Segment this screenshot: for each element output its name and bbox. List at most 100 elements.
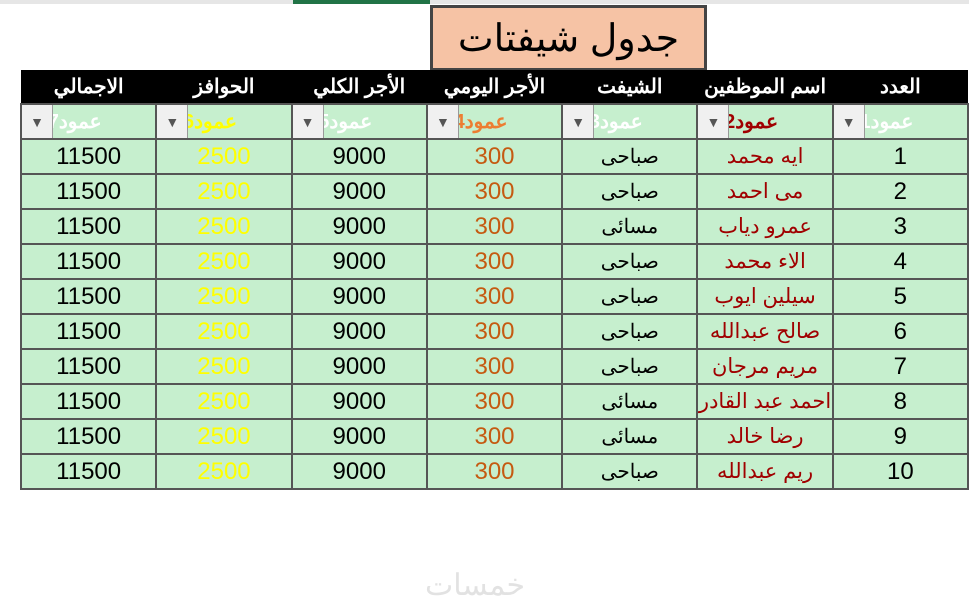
filter-cell[interactable]: عمود4 ▼	[425, 103, 564, 140]
table-cell[interactable]: 11500	[19, 348, 158, 385]
table-cell[interactable]: 300	[425, 418, 564, 455]
table-cell[interactable]: 7	[831, 348, 969, 385]
dropdown-arrow-icon[interactable]: ▼	[833, 105, 865, 138]
table-cell[interactable]: مريم مرجان	[696, 348, 834, 385]
watermark-logo: خمسات	[425, 569, 526, 602]
table-row: 3 عمرو دياب مسائى 300 9000 2500 11500	[19, 208, 969, 245]
table-cell[interactable]: 10	[831, 453, 969, 490]
table-cell[interactable]: 9000	[290, 208, 428, 245]
table-cell[interactable]: 9000	[290, 348, 428, 385]
table-cell[interactable]: صباحى	[561, 313, 699, 350]
table-cell[interactable]: 11500	[19, 173, 158, 210]
table-cell[interactable]: 2	[831, 173, 969, 210]
table-cell[interactable]: 11500	[19, 453, 158, 490]
table-cell[interactable]: 2500	[155, 348, 293, 385]
table-cell[interactable]: احمد عبد القادر	[696, 383, 834, 420]
filter-label: عمود7	[47, 111, 102, 133]
filter-cell[interactable]: عمود6 ▼	[155, 103, 293, 140]
table-cell[interactable]: 11500	[19, 208, 158, 245]
table-cell[interactable]: 2500	[155, 313, 293, 350]
table-cell[interactable]: 2500	[155, 453, 293, 490]
table-cell[interactable]: 1	[831, 138, 969, 175]
table-cell[interactable]: 9000	[290, 383, 428, 420]
table-cell[interactable]: 300	[425, 138, 564, 175]
column-header: اسم الموظفين	[697, 70, 833, 104]
table-cell[interactable]: 9000	[290, 278, 428, 315]
table-cell[interactable]: 5	[831, 278, 969, 315]
table-cell[interactable]: 300	[425, 348, 564, 385]
dropdown-arrow-icon[interactable]: ▼	[157, 105, 189, 138]
table-cell[interactable]: صباحى	[561, 453, 699, 490]
table-cell[interactable]: 3	[831, 208, 969, 245]
table-cell[interactable]: 2500	[155, 243, 293, 280]
table-cell[interactable]: 300	[425, 208, 564, 245]
table-cell[interactable]: 2500	[155, 278, 293, 315]
table-cell[interactable]: 300	[425, 383, 564, 420]
table-cell[interactable]: 4	[831, 243, 969, 280]
table-row: 8 احمد عبد القادر مسائى 300 9000 2500 11500	[19, 383, 969, 420]
table-cell[interactable]: 2500	[155, 383, 293, 420]
table-cell[interactable]: 300	[425, 453, 564, 490]
filter-cell[interactable]: عمود7 ▼	[19, 103, 158, 140]
table-cell[interactable]: 300	[425, 243, 564, 280]
table-cell[interactable]: 300	[425, 173, 564, 210]
table-cell[interactable]: 11500	[19, 383, 158, 420]
table-cell[interactable]: 300	[425, 313, 564, 350]
table-cell[interactable]: صباحى	[561, 138, 699, 175]
table-cell[interactable]: صباحى	[561, 243, 699, 280]
table-cell[interactable]: 11500	[19, 138, 158, 175]
filter-cell[interactable]: عمود2 ▼	[696, 103, 834, 140]
table-cell[interactable]: مسائى	[561, 383, 699, 420]
table-cell[interactable]: 11500	[19, 418, 158, 455]
table-cell[interactable]: 11500	[19, 243, 158, 280]
table-cell[interactable]: 2500	[155, 173, 293, 210]
column-header: العدد	[832, 70, 968, 104]
dropdown-arrow-icon[interactable]: ▼	[22, 105, 53, 138]
table-row: 10 ريم عبدالله صباحى 300 9000 2500 11500	[19, 453, 969, 490]
header-row: العدد اسم الموظفين الشيفت الأجر اليومي الأجر…	[21, 70, 968, 104]
filter-cell[interactable]: عمود5 ▼	[290, 103, 428, 140]
table-cell[interactable]: صباحى	[561, 173, 699, 210]
table-cell[interactable]: ايه محمد	[696, 138, 834, 175]
table-cell[interactable]: 8	[831, 383, 969, 420]
table-cell[interactable]: 9000	[290, 418, 428, 455]
table-cell[interactable]: 9000	[290, 138, 428, 175]
filter-label: عمود3	[588, 111, 643, 133]
dropdown-arrow-icon[interactable]: ▼	[563, 105, 595, 138]
table-cell[interactable]: عمرو دياب	[696, 208, 834, 245]
table-cell[interactable]: 6	[831, 313, 969, 350]
dropdown-arrow-icon[interactable]: ▼	[292, 105, 324, 138]
table-cell[interactable]: مسائى	[561, 418, 699, 455]
filter-cell[interactable]: عمود1 ▼	[831, 103, 969, 140]
table-cell[interactable]: ريم عبدالله	[696, 453, 834, 490]
table-cell[interactable]: 9	[831, 418, 969, 455]
table-cell[interactable]: صباحى	[561, 278, 699, 315]
table-cell[interactable]: مسائى	[561, 208, 699, 245]
table-cell[interactable]: مى احمد	[696, 173, 834, 210]
filter-label: عمود2	[724, 111, 778, 133]
dropdown-arrow-icon[interactable]: ▼	[427, 105, 459, 138]
filter-label: عمود1	[859, 111, 914, 133]
table-row: 2 مى احمد صباحى 300 9000 2500 11500	[19, 173, 969, 210]
table-cell[interactable]: 9000	[290, 173, 428, 210]
column-header-strip	[0, 0, 969, 4]
table-cell[interactable]: 2500	[155, 138, 293, 175]
dropdown-arrow-icon[interactable]: ▼	[698, 105, 730, 138]
column-header: الأجر الكلي	[291, 70, 427, 104]
filter-cell[interactable]: عمود3 ▼	[561, 103, 699, 140]
table-cell[interactable]: الاء محمد	[696, 243, 834, 280]
table-cell[interactable]: سيلين ايوب	[696, 278, 834, 315]
table-cell[interactable]: صباحى	[561, 348, 699, 385]
table-cell[interactable]: 9000	[290, 453, 428, 490]
table-cell[interactable]: 9000	[290, 243, 428, 280]
shifts-table: العدد اسم الموظفين الشيفت الأجر اليومي الأجر…	[19, 70, 969, 490]
table-cell[interactable]: 9000	[290, 313, 428, 350]
table-cell[interactable]: 11500	[19, 313, 158, 350]
table-cell[interactable]: صالح عبدالله	[696, 313, 834, 350]
table-row: 4 الاء محمد صباحى 300 9000 2500 11500	[19, 243, 969, 280]
table-cell[interactable]: 11500	[19, 278, 158, 315]
table-cell[interactable]: 2500	[155, 208, 293, 245]
table-cell[interactable]: 2500	[155, 418, 293, 455]
table-cell[interactable]: 300	[425, 278, 564, 315]
table-cell[interactable]: رضا خالد	[696, 418, 834, 455]
